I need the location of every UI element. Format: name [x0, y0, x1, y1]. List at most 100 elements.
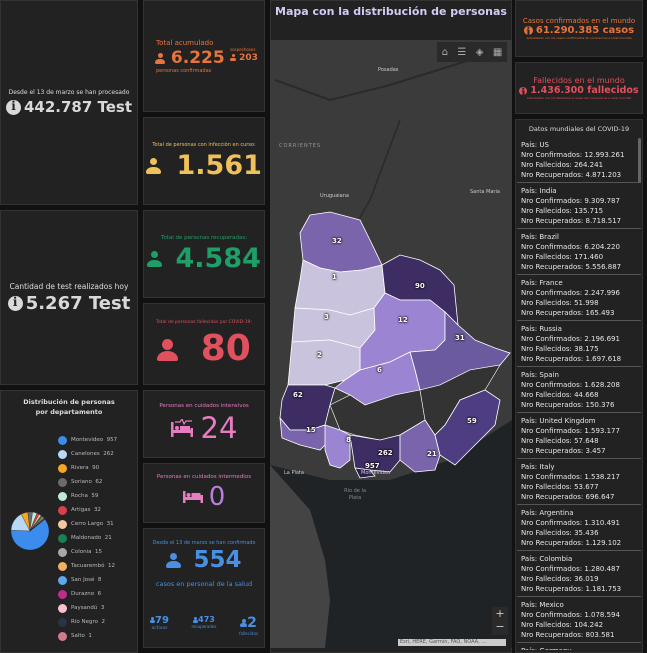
- legend-value: 1: [88, 633, 92, 639]
- tests-today-card: Cantidad de test realizados hoy 5.267 Te…: [0, 210, 138, 385]
- place-label: Uruguaiana: [320, 193, 349, 199]
- country-list-item[interactable]: País: Colombia Nro Confirmados: 1.280.487…: [517, 551, 641, 597]
- confirmed-count: Nro Confirmados: 1.538.217: [521, 472, 637, 482]
- legend-swatch: [58, 519, 67, 529]
- person-icon: [147, 251, 163, 267]
- intermediate-value: 0: [208, 482, 226, 512]
- legend-swatch: [58, 449, 67, 459]
- legend-item[interactable]: Montevideo 957: [58, 433, 117, 447]
- legend-label: Río Negro: [71, 619, 98, 625]
- dept-value-label: 1: [332, 273, 337, 281]
- dept-value-label: 31: [455, 334, 465, 342]
- deaths-count-value: 38.175: [574, 345, 599, 353]
- country-list-item[interactable]: País: Spain Nro Confirmados: 1.628.208 Nro…: [517, 367, 641, 413]
- deaths-count-value: 53.677: [574, 483, 599, 491]
- legend-value: 31: [106, 521, 114, 527]
- country-name-value: United Kingdom: [539, 417, 596, 425]
- legend-item[interactable]: Cerro Largo 31: [58, 517, 117, 531]
- legend-item[interactable]: Río Negro 2: [58, 615, 117, 629]
- legend-swatch: [58, 589, 67, 599]
- layers-icon[interactable]: ◈: [475, 46, 484, 58]
- zoom-in-button[interactable]: +: [495, 607, 505, 620]
- legend-item[interactable]: Salto 1: [58, 629, 117, 643]
- confirmed-count-label: Nro Confirmados:: [521, 243, 585, 251]
- country-list-item[interactable]: País: India Nro Confirmados: 9.309.787 Nro…: [517, 183, 641, 229]
- recovered-count-label: Nro Recuperados:: [521, 171, 586, 179]
- country-name: País: Italy: [521, 462, 637, 472]
- map-attribution[interactable]: Esri, HERE, Garmin, FAO, NOAA, ...: [398, 639, 506, 646]
- dept-value-label: 6: [377, 366, 382, 374]
- basemap-icon[interactable]: ▦: [492, 46, 503, 58]
- deaths-count: Nro Fallecidos: 36.019: [521, 574, 637, 584]
- country-name: País: France: [521, 278, 637, 288]
- health-staff-value: 554: [193, 547, 242, 573]
- legend-label: Tacuarembó: [71, 563, 105, 569]
- legend-value: 59: [91, 493, 99, 499]
- country-name-value: Brazil: [539, 233, 559, 241]
- legend-item[interactable]: Paysandú 3: [58, 601, 117, 615]
- legend-item[interactable]: Colonia 15: [58, 545, 117, 559]
- country-list-item[interactable]: País: US Nro Confirmados: 12.993.261 Nro F…: [517, 137, 641, 183]
- health-staff-stats: 79 activos 473 recuperados 2 fallecidos: [150, 615, 258, 636]
- deceased-caption: Total de personas fallecidas por COVID-1…: [156, 319, 252, 325]
- legend-item[interactable]: San José 8: [58, 573, 117, 587]
- deaths-count-value: 135.715: [574, 207, 604, 215]
- country-list-item[interactable]: País: Russia Nro Confirmados: 2.196.691 Nr…: [517, 321, 641, 367]
- legend-value: 12: [107, 563, 115, 569]
- pie-slice-salto[interactable]: [29, 518, 46, 532]
- department-distribution-card: Distribución de personas por departament…: [0, 390, 138, 653]
- list-icon[interactable]: ☰: [457, 46, 467, 58]
- confirmed-count-value: 9.309.787: [584, 197, 620, 205]
- deaths-count-label: Nro Fallecidos:: [521, 483, 575, 491]
- country-name-label: País:: [521, 509, 540, 517]
- legend-item[interactable]: Artigas 32: [58, 503, 117, 517]
- legend-item[interactable]: Durazno 6: [58, 587, 117, 601]
- place-label: Santa Maria: [470, 189, 500, 195]
- country-list-item[interactable]: País: Mexico Nro Confirmados: 1.078.594 Nr…: [517, 597, 641, 643]
- pie-chart: [10, 511, 50, 551]
- zoom-out-button[interactable]: −: [495, 620, 505, 633]
- map-view[interactable]: Posadas CORRIENTES Uruguaiana Santa Mari…: [270, 40, 512, 648]
- legend-item[interactable]: Tacuarembó 12: [58, 559, 117, 573]
- country-list-item[interactable]: País: Brazil Nro Confirmados: 6.204.220 Nr…: [517, 229, 641, 275]
- world-list-scrollbar[interactable]: [638, 138, 641, 183]
- icu-bed-icon: [170, 419, 193, 437]
- dept-value-label: 12: [398, 316, 408, 324]
- person-icon: [193, 616, 199, 623]
- home-icon[interactable]: ⌂: [441, 46, 449, 58]
- legend-item[interactable]: Maldonado 21: [58, 531, 117, 545]
- pie-slice-montevideo[interactable]: [10, 518, 50, 551]
- country-name: País: Spain: [521, 370, 637, 380]
- deaths-count-label: Nro Fallecidos:: [521, 345, 575, 353]
- country-name-label: País:: [521, 325, 540, 333]
- country-list-item[interactable]: País: Argentina Nro Confirmados: 1.310.49…: [517, 505, 641, 551]
- country-name-label: País:: [521, 187, 540, 195]
- recovered-count-label: Nro Recuperados:: [521, 493, 586, 501]
- legend-label: San José: [71, 577, 95, 583]
- country-list-item[interactable]: País: Italy Nro Confirmados: 1.538.217 Nro…: [517, 459, 641, 505]
- world-data-list[interactable]: País: US Nro Confirmados: 12.993.261 Nro F…: [517, 137, 641, 650]
- place-label: Río de la Plata: [344, 488, 366, 501]
- map-canvas: [270, 40, 512, 648]
- dept-value-label: 957: [365, 462, 380, 470]
- water-body: [270, 420, 512, 648]
- world-cases-card: Casos confirmados en el mundo 61.290.385…: [515, 0, 643, 57]
- legend-label: Salto: [71, 633, 85, 639]
- stat-active-value: 79: [155, 615, 169, 626]
- active-caption: Total de personas con infección en curso…: [152, 141, 256, 148]
- legend-value: 262: [103, 451, 114, 457]
- deaths-count-value: 104.242: [574, 621, 604, 629]
- map-title: Mapa con la distribución de personas: [275, 5, 507, 18]
- legend-item[interactable]: Rivera 90: [58, 461, 117, 475]
- legend-item[interactable]: Soriano 62: [58, 475, 117, 489]
- legend-item[interactable]: Canelones 262: [58, 447, 117, 461]
- country-name-label: País:: [521, 463, 540, 471]
- country-name-label: País:: [521, 555, 540, 563]
- country-list-item[interactable]: País: GermanyNro Confirmados: 1.026.608N…: [517, 643, 641, 650]
- legend-item[interactable]: Rocha 59: [58, 489, 117, 503]
- confirmed-count: Nro Confirmados: 2.196.691: [521, 334, 637, 344]
- country-list-item[interactable]: País: United Kingdom Nro Confirmados: 1.5…: [517, 413, 641, 459]
- intermediate-card: Personas en cuidados intermedios 0: [143, 463, 265, 523]
- confirmed-count-value: 6.204.220: [584, 243, 620, 251]
- country-list-item[interactable]: País: France Nro Confirmados: 2.247.996 Nr…: [517, 275, 641, 321]
